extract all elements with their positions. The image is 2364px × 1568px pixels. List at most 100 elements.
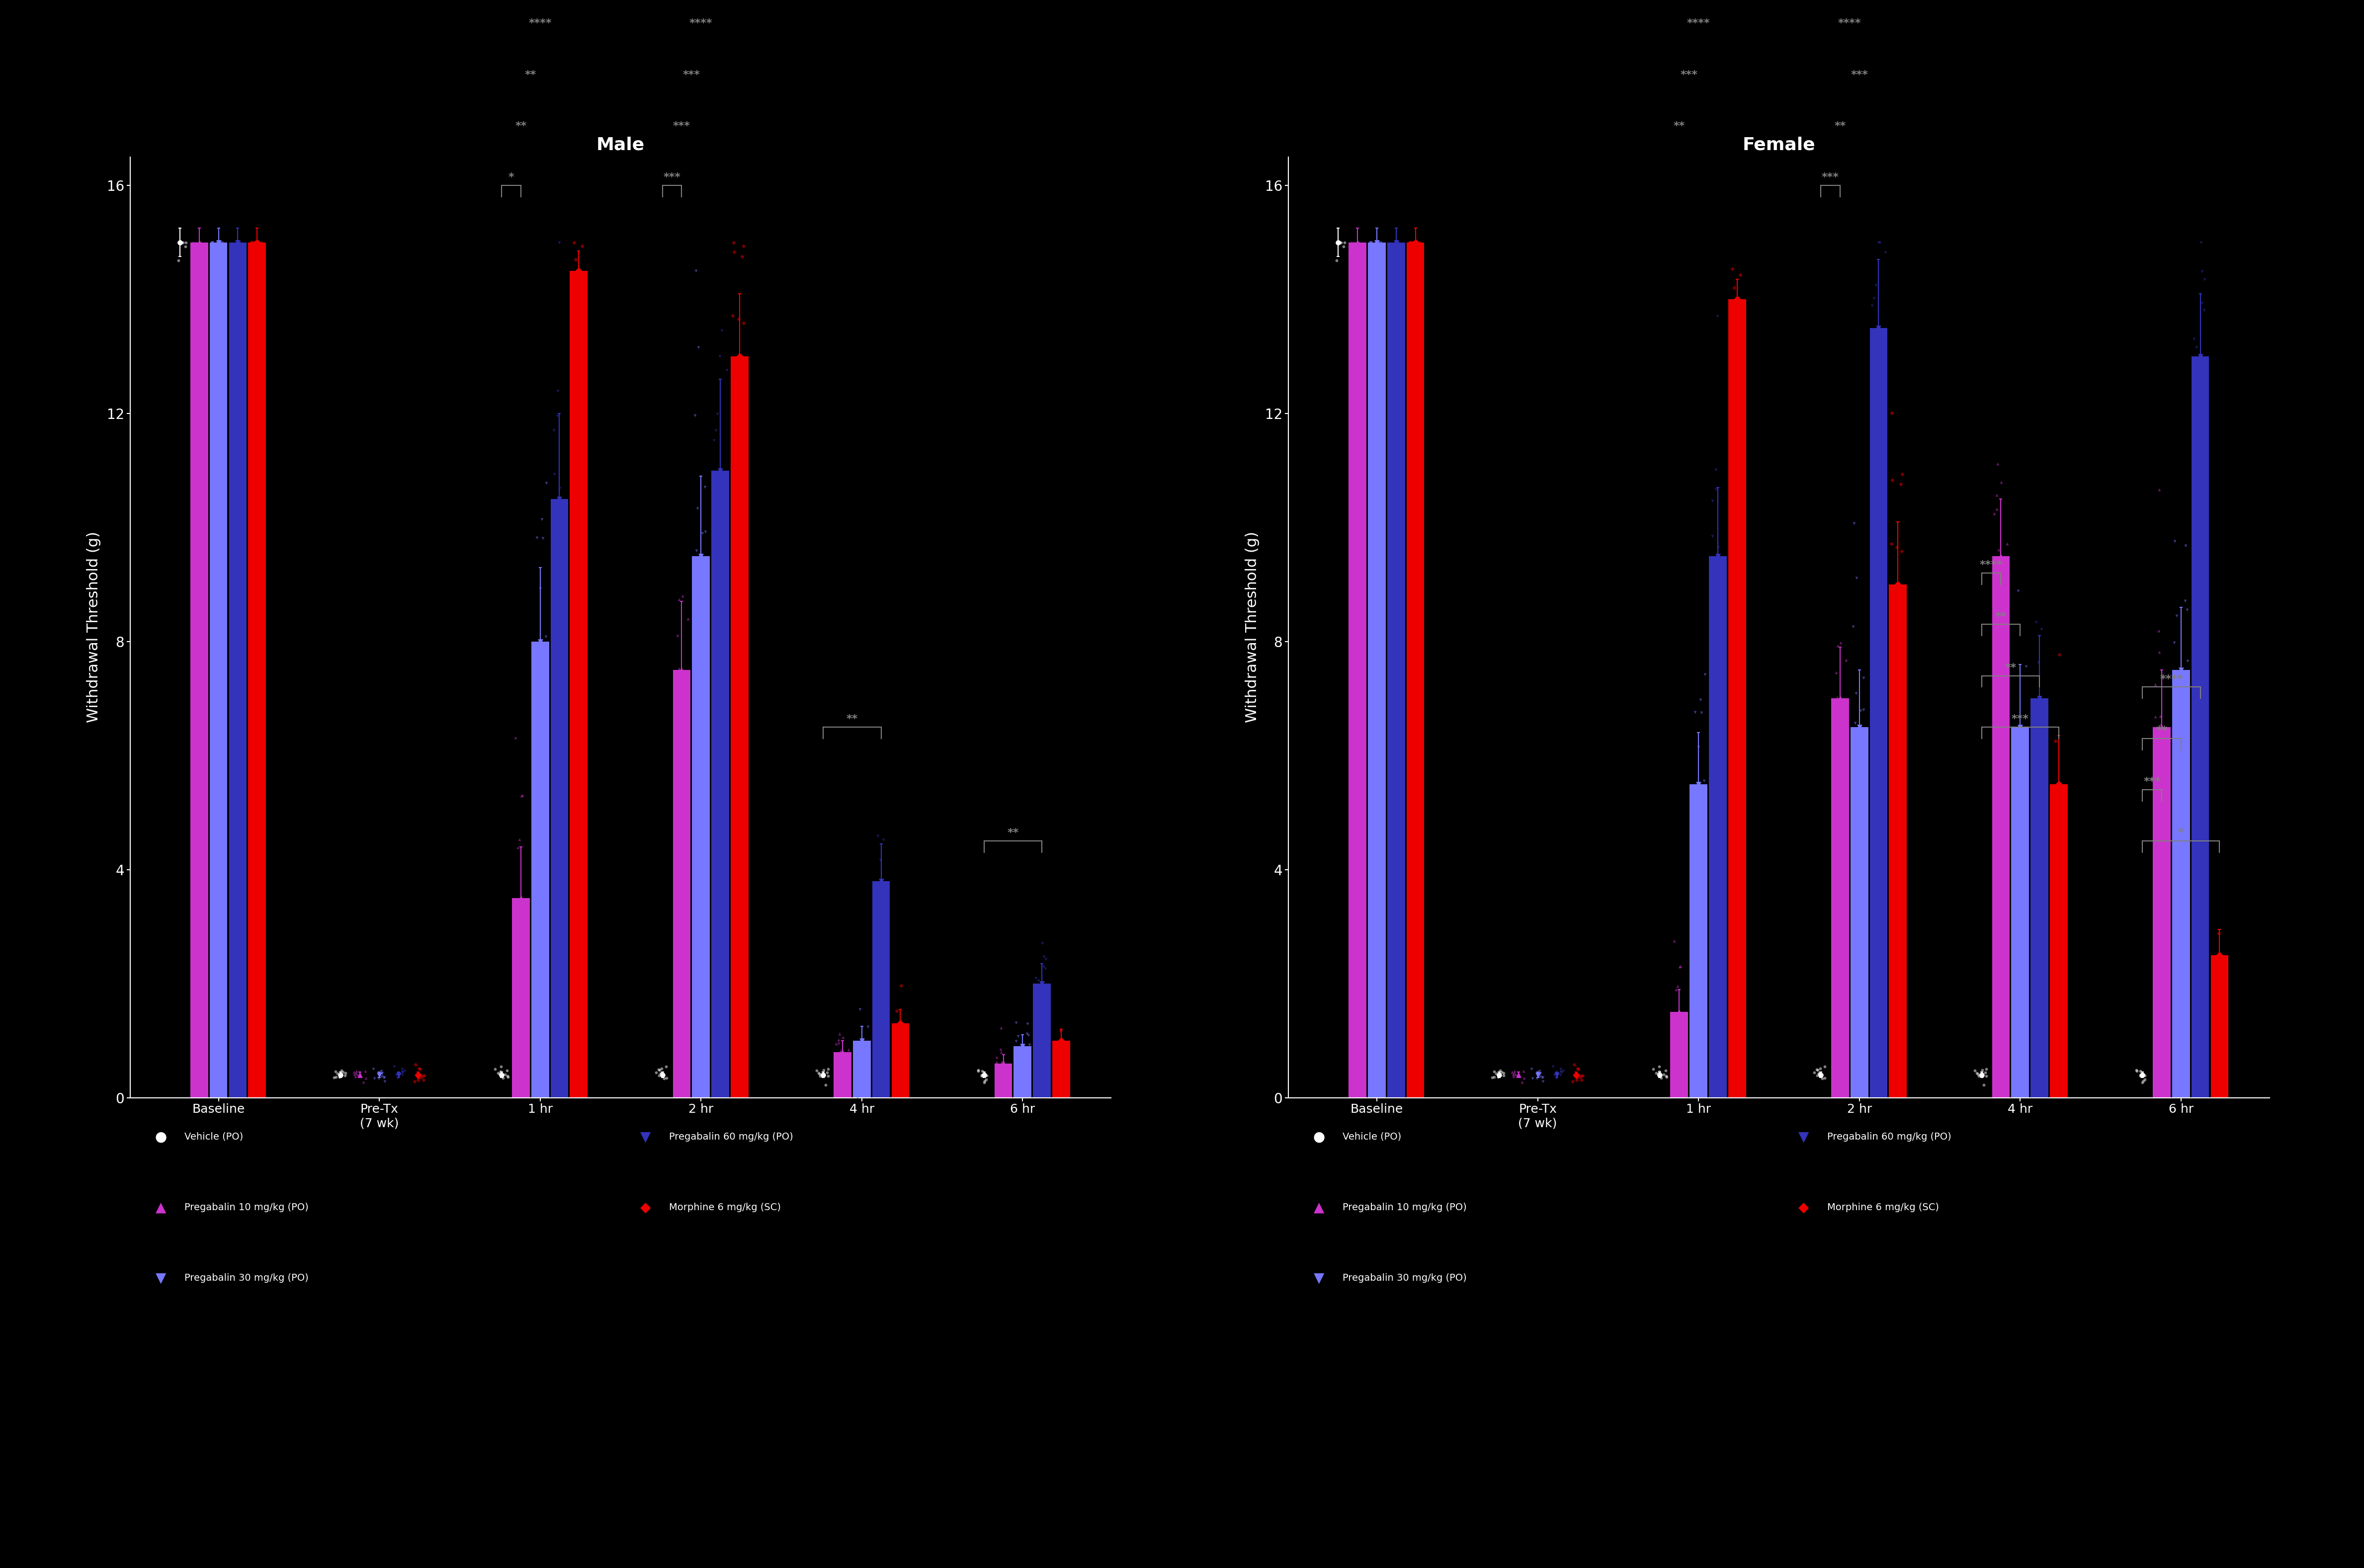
Point	[2118, 1058, 2156, 1083]
Point	[2000, 732, 2038, 757]
Text: ◆: ◆	[1799, 1201, 1808, 1214]
Bar	[693, 557, 709, 1098]
Point	[2045, 920, 2083, 946]
Point	[2035, 847, 2073, 872]
Point	[480, 1062, 518, 1087]
Point	[662, 657, 700, 682]
Point	[2187, 373, 2225, 398]
Point	[1657, 1032, 1695, 1057]
Point	[686, 552, 723, 577]
Point	[1009, 1022, 1047, 1047]
Point	[846, 1046, 884, 1071]
Point	[2203, 1011, 2241, 1036]
Title: Male: Male	[596, 136, 645, 154]
Text: Pregabalin 60 mg/kg (PO): Pregabalin 60 mg/kg (PO)	[1827, 1132, 1953, 1142]
Point	[338, 1062, 376, 1087]
Point	[1045, 1058, 1083, 1083]
Point	[541, 486, 579, 511]
Text: **: **	[1995, 612, 2007, 621]
Point	[1872, 400, 1910, 425]
Point	[714, 240, 752, 265]
Point	[877, 1043, 915, 1068]
Point	[2019, 649, 2057, 674]
Point	[220, 245, 258, 270]
Bar	[995, 1063, 1012, 1098]
Point	[376, 1054, 414, 1079]
Bar	[2012, 728, 2028, 1098]
Text: **: **	[1834, 121, 1846, 132]
Point	[326, 1060, 364, 1085]
Point	[161, 230, 199, 256]
Point	[1638, 1060, 1676, 1085]
Point	[2040, 771, 2078, 797]
Point	[1026, 956, 1064, 982]
Bar	[248, 243, 267, 1098]
Text: **: **	[515, 121, 527, 132]
Point	[886, 1055, 924, 1080]
Text: **: **	[846, 713, 858, 724]
Point	[489, 1063, 527, 1088]
Point	[2137, 673, 2175, 698]
Point	[338, 1058, 376, 1083]
Point	[1979, 536, 2016, 561]
Point	[537, 517, 574, 543]
Point	[962, 1063, 1000, 1088]
Point	[1865, 510, 1903, 535]
Point	[719, 306, 756, 331]
Point	[206, 241, 243, 267]
Point	[1877, 655, 1915, 681]
Bar	[1709, 557, 1726, 1098]
Point	[1513, 1066, 1551, 1091]
Point	[480, 1060, 518, 1085]
Point	[723, 243, 761, 268]
Point	[965, 1069, 1002, 1094]
Point	[1009, 1036, 1047, 1062]
Point	[499, 958, 537, 983]
Point	[1338, 240, 1376, 265]
Point	[1319, 230, 1357, 256]
Point	[1842, 715, 1879, 740]
Point	[2201, 920, 2239, 946]
Text: ****: ****	[1979, 560, 2002, 571]
Point	[808, 1063, 846, 1088]
Point	[383, 1063, 421, 1088]
Point	[2040, 641, 2078, 666]
Point	[1504, 1069, 1541, 1094]
Point	[359, 1066, 397, 1091]
Point	[1558, 1065, 1596, 1090]
Point	[877, 1058, 915, 1083]
Text: **: **	[2005, 663, 2016, 673]
Point	[2139, 618, 2177, 643]
Bar	[1014, 1046, 1031, 1098]
Point	[1719, 287, 1756, 312]
Point	[1979, 497, 2016, 522]
Point	[402, 1065, 440, 1090]
Point	[877, 1033, 915, 1058]
Point	[527, 624, 565, 649]
Point	[1799, 1062, 1837, 1087]
Point	[1499, 1062, 1537, 1087]
Point	[1806, 1065, 1844, 1090]
Point	[1392, 230, 1430, 256]
Point	[1976, 500, 2014, 525]
Point	[537, 544, 574, 569]
Point	[168, 230, 206, 256]
Point	[1496, 1062, 1534, 1087]
Point	[1860, 230, 1898, 256]
Point	[2182, 356, 2220, 381]
Point	[1395, 230, 1433, 256]
Point	[830, 1036, 868, 1062]
Point	[1979, 483, 2016, 508]
Point	[664, 685, 702, 710]
Point	[884, 1019, 922, 1044]
Point	[556, 303, 593, 328]
Point	[820, 1027, 858, 1052]
Point	[322, 1062, 359, 1087]
Point	[525, 525, 563, 550]
Point	[1319, 230, 1357, 256]
Text: **: **	[525, 71, 537, 80]
Point	[714, 303, 752, 328]
Text: ****: ****	[690, 19, 712, 28]
Point	[1482, 1060, 1520, 1085]
Point	[1336, 240, 1373, 265]
